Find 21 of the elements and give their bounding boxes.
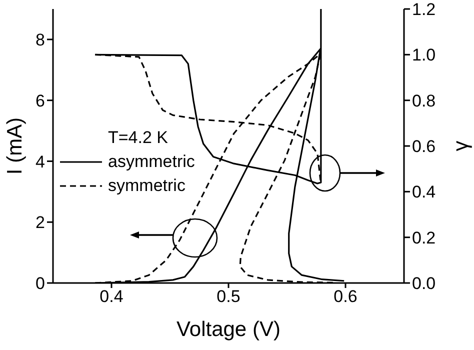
y2-tick-label: 1.0	[412, 46, 436, 65]
y2-tick-label: 1.2	[412, 0, 436, 20]
y2-tick-label: 0.6	[412, 137, 436, 156]
legend-label: symmetric	[108, 175, 186, 197]
x-axis-title: Voltage (V)	[176, 318, 280, 341]
y-tick-label: 2	[36, 213, 45, 232]
y-tick-label: 6	[36, 91, 45, 110]
y2-tick-label: 0.0	[412, 274, 436, 294]
legend-label: asymmetric	[108, 151, 195, 173]
y-tick-label: 8	[36, 30, 45, 50]
y2-tick-label: 0.8	[412, 91, 436, 110]
x-tick-label: 0.6	[334, 287, 358, 306]
x-tick-label: 0.5	[216, 287, 240, 306]
y-tick-label: 0	[36, 274, 45, 294]
y-axis-title: I (mA)	[3, 117, 26, 175]
y2-axis-title: γ	[449, 140, 472, 152]
x-tick-label: 0.4	[100, 287, 124, 306]
y2-tick-label: 0.4	[412, 182, 436, 202]
y-tick-label: 4	[36, 152, 45, 172]
legend-title: T=4.2 K	[108, 127, 170, 149]
y2-tick-label: 0.2	[412, 228, 436, 248]
